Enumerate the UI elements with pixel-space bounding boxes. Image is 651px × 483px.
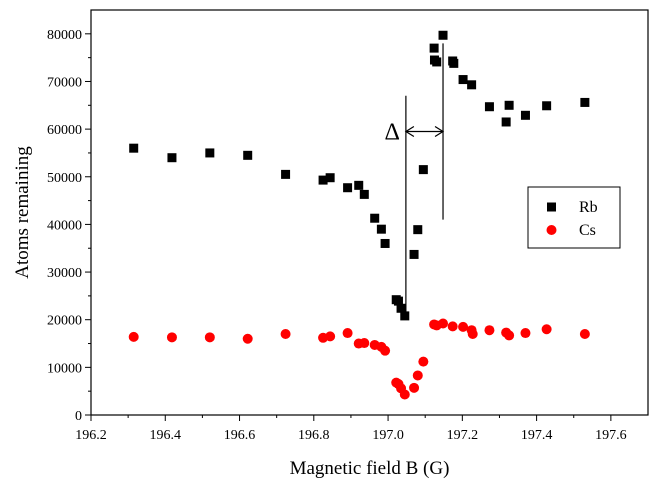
x-tick-label: 197.6	[595, 428, 627, 443]
cs-point	[399, 389, 410, 400]
y-tick-label: 40000	[47, 218, 82, 233]
cs-point	[242, 333, 253, 344]
rb-point	[343, 183, 353, 193]
legend-label-rb: Rb	[579, 199, 598, 216]
rb-point	[449, 58, 459, 68]
legend-marker-cs	[546, 225, 557, 235]
delta-label: Δ	[384, 120, 399, 146]
legend-marker-rb	[547, 202, 556, 212]
rb-point	[129, 143, 139, 153]
x-tick-label: 196.6	[224, 428, 256, 443]
rb-point	[380, 238, 390, 248]
cs-point	[359, 338, 370, 349]
rb-point	[580, 97, 590, 107]
rb-point	[243, 150, 253, 160]
cs-point	[520, 328, 531, 339]
x-tick-label: 197.0	[372, 428, 404, 443]
cs-point	[409, 382, 420, 393]
y-tick-label: 60000	[47, 123, 82, 138]
rb-point	[484, 102, 494, 112]
rb-point	[413, 225, 423, 235]
rb-point	[504, 100, 514, 110]
x-axis-title: Magnetic field B (G)	[290, 458, 450, 479]
cs-point	[166, 332, 177, 343]
rb-point	[458, 75, 468, 85]
series-rb	[129, 30, 590, 321]
series-cs	[128, 318, 590, 400]
rb-point	[400, 311, 410, 321]
cs-point	[579, 329, 590, 339]
rb-point	[501, 117, 511, 127]
rb-point	[429, 43, 439, 53]
cs-point	[128, 331, 139, 342]
cs-point	[458, 321, 469, 332]
cs-point	[484, 325, 495, 336]
cs-point	[418, 356, 429, 367]
rb-point	[205, 148, 215, 158]
rb-point	[325, 173, 335, 183]
cs-point	[380, 345, 391, 356]
rb-point	[376, 224, 386, 234]
y-tick-label: 30000	[47, 266, 82, 281]
rb-point	[167, 153, 177, 163]
delta-arrowhead-right	[434, 125, 445, 138]
x-axis: 196.2 196.4 196.6 196.8 197.0 197.2 197.4 197.6	[75, 415, 627, 443]
delta-annotation: Δ	[384, 43, 445, 320]
x-tick-label: 196.2	[75, 428, 107, 443]
y-axis: 0 10000 20000 30000 40000 50000 60000 70000 8000…	[47, 28, 91, 424]
cs-point	[280, 329, 291, 339]
data-points	[128, 30, 590, 400]
cs-point	[467, 329, 478, 339]
rb-point	[520, 110, 530, 120]
cs-point	[447, 321, 458, 332]
plot-border	[90, 9, 649, 416]
y-tick-label: 80000	[47, 28, 82, 43]
rb-point	[318, 175, 328, 185]
cs-point	[541, 324, 552, 335]
y-tick-label: 70000	[47, 75, 82, 90]
x-tick-label: 197.2	[447, 428, 479, 443]
rb-point	[438, 30, 448, 40]
cs-point	[204, 332, 215, 343]
rb-point	[359, 189, 369, 199]
cs-point	[325, 331, 336, 342]
rb-point	[370, 213, 380, 223]
rb-point	[409, 249, 419, 259]
rb-point	[467, 80, 477, 90]
y-tick-label: 20000	[47, 314, 82, 329]
x-tick-label: 196.8	[298, 428, 330, 443]
legend-label-cs: Cs	[579, 222, 596, 239]
cs-point	[504, 330, 515, 341]
rb-point	[418, 165, 428, 175]
legend-box	[527, 186, 621, 249]
rb-point	[281, 169, 291, 179]
rb-point	[432, 57, 442, 67]
cs-point	[342, 328, 353, 339]
y-tick-label: 0	[75, 409, 82, 424]
y-tick-label: 10000	[47, 361, 82, 376]
legend: Rb Cs	[527, 186, 621, 249]
rb-point	[396, 303, 406, 313]
x-tick-label: 197.4	[521, 428, 553, 443]
y-tick-label: 50000	[47, 171, 82, 186]
plot-frame	[90, 9, 649, 416]
x-tick-label: 196.4	[150, 428, 182, 443]
rb-point	[393, 296, 403, 306]
cs-point	[412, 370, 423, 381]
y-axis-title: Atoms remaining	[12, 146, 33, 279]
cs-point	[438, 318, 449, 329]
rb-point	[354, 180, 364, 190]
rb-point	[542, 101, 552, 111]
delta-arrowhead-left	[404, 125, 415, 138]
